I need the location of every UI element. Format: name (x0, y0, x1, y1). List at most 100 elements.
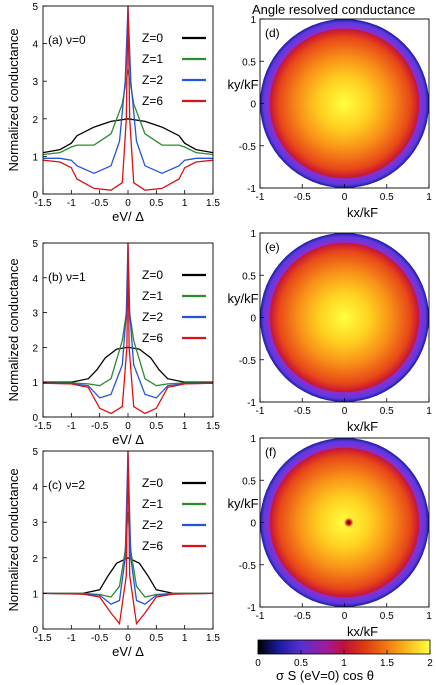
y-tick-label: 0.5 (242, 476, 256, 487)
colorbar-ticks: 0 0.5 1 1.5 2 (255, 650, 433, 669)
x-tick-label: 0 (125, 198, 131, 209)
x-axis-label: kx/kF (347, 205, 378, 220)
y-tick-label: -0.5 (239, 356, 257, 367)
x-tick-label: -1.5 (34, 633, 52, 644)
series-line-2 (43, 6, 213, 175)
x-tick-label: -0.5 (91, 421, 109, 432)
x-tick-label: -1.5 (34, 421, 52, 432)
legend-label: Z=2 (142, 73, 163, 87)
x-tick-label: -1 (256, 611, 265, 622)
series-line-0 (43, 557, 213, 595)
y-tick-label: 0 (32, 625, 38, 636)
x-tick-label: 1 (182, 633, 188, 644)
y-tick-label: 4 (32, 274, 38, 285)
colorbar-tick-label: 2 (427, 658, 433, 669)
line-panel-0: -1.5 -1 -0.5 0 0.5 1 1.5 0 1 2 3 4 5 Normalized condu… (6, 2, 220, 224)
x-tick-label: 0.5 (380, 192, 394, 203)
series-line-3 (43, 6, 213, 191)
y-tick-label: 5 (32, 2, 38, 13)
x-tick-label: 0 (125, 421, 131, 432)
line-panels: -1.5 -1 -0.5 0 0.5 1 1.5 0 1 2 3 4 5 Normalized condu… (6, 2, 220, 659)
y-tick-label: 0 (32, 190, 38, 201)
conductance-disk (260, 19, 429, 188)
x-tick-label: 1 (426, 611, 432, 622)
panel-label: (c) ν=2 (48, 478, 85, 492)
series-line-2 (43, 451, 213, 605)
legend-label: Z=1 (142, 289, 163, 303)
series-line-1 (43, 511, 213, 598)
line-panel-1: -1.5 -1 -0.5 0 0.5 1 1.5 0 1 2 3 4 5 Normalized condu… (6, 239, 220, 447)
heatmap-panel-2: -1 -0.5 0 0.5 1 -1 -0.5 0 0.5 1 (f) ky/kF kx/kF (227, 434, 432, 639)
x-tick-label: 0.5 (149, 633, 163, 644)
conductance-disk (260, 233, 429, 402)
series-line-3 (43, 451, 213, 626)
x-tick-label: -0.5 (294, 192, 312, 203)
y-tick-label: 1 (32, 152, 38, 163)
x-tick-label: 1 (182, 421, 188, 432)
panel-label: (e) (265, 240, 280, 254)
y-tick-label: 5 (32, 447, 38, 458)
y-axis-label: ky/kF (227, 291, 258, 306)
x-tick-label: -0.5 (91, 198, 109, 209)
legend-label: Z=2 (142, 310, 163, 324)
y-tick-label: 1 (32, 378, 38, 389)
x-tick-label: 0 (342, 406, 348, 417)
x-tick-label: -1 (67, 198, 76, 209)
series-line-2 (43, 243, 213, 399)
y-tick-label: -0.5 (239, 561, 257, 572)
colorbar-tick-label: 1 (341, 658, 347, 669)
y-tick-label: 2 (32, 115, 38, 126)
panel-label: (a) ν=0 (48, 33, 86, 47)
legend-label: Z=6 (142, 331, 163, 345)
y-axis-label: ky/kF (227, 496, 258, 511)
legend-label: Z=6 (142, 94, 163, 108)
y-axis-label: Normalized conductance (6, 28, 21, 171)
x-tick-label: -1.5 (34, 198, 52, 209)
x-tick-label: 1.5 (206, 421, 220, 432)
y-tick-label: 3 (32, 77, 38, 88)
legend-label: Z=6 (142, 539, 163, 553)
colorbar-tick-label: 0.5 (294, 658, 308, 669)
x-tick-label: 0 (342, 192, 348, 203)
x-tick-label: 1.5 (206, 198, 220, 209)
series-line-1 (43, 69, 213, 156)
y-tick-label: 0.5 (242, 271, 256, 282)
series-line-3 (43, 243, 213, 415)
x-tick-label: -1 (256, 406, 265, 417)
panel-label: (f) (265, 445, 276, 459)
center-spot (343, 517, 354, 528)
y-axis-label: Normalized conductance (6, 258, 21, 401)
y-tick-label: 0.5 (242, 57, 256, 68)
x-tick-label: -0.5 (294, 406, 312, 417)
x-axis-label: eV/ Δ (112, 209, 144, 224)
legend-label: Z=0 (142, 476, 163, 490)
x-tick-label: 0.5 (380, 611, 394, 622)
series-line-0 (43, 118, 213, 154)
colorbar-label: σ S (eV=0) cos θ (276, 668, 374, 683)
x-tick-label: 1 (182, 198, 188, 209)
panel-label: (d) (265, 26, 280, 40)
y-tick-label: 1 (250, 434, 256, 445)
heatmap-panel-0: -1 -0.5 0 0.5 1 -1 -0.5 0 0.5 1 (d) ky/kF kx/kF (227, 15, 432, 220)
x-tick-label: 1 (426, 406, 432, 417)
colorbar-tick-label: 0 (255, 658, 261, 669)
heatmap-panels: -1 -0.5 0 0.5 1 -1 -0.5 0 0.5 1 (d) ky/kF kx/kF -1 -0.… (227, 15, 432, 639)
y-tick-label: 1 (250, 15, 256, 26)
x-tick-label: 0 (125, 633, 131, 644)
x-axis-label: eV/ Δ (112, 644, 144, 659)
x-axis-label: kx/kF (347, 624, 378, 639)
y-tick-label: -0.5 (239, 142, 257, 153)
legend-label: Z=0 (142, 268, 163, 282)
series-line-0 (43, 346, 213, 383)
colorbar-tick-label: 1.5 (380, 658, 394, 669)
legend-label: Z=1 (142, 497, 163, 511)
legend-label: Z=1 (142, 52, 163, 66)
legend-label: Z=2 (142, 518, 163, 532)
y-tick-label: 0 (250, 519, 256, 530)
y-tick-label: 1 (250, 229, 256, 240)
heatmap-panel-1: -1 -0.5 0 0.5 1 -1 -0.5 0 0.5 1 (e) ky/kF kx/kF (227, 229, 432, 434)
y-tick-label: 0 (250, 314, 256, 325)
y-tick-label: -1 (247, 398, 256, 409)
x-tick-label: -0.5 (294, 611, 312, 622)
